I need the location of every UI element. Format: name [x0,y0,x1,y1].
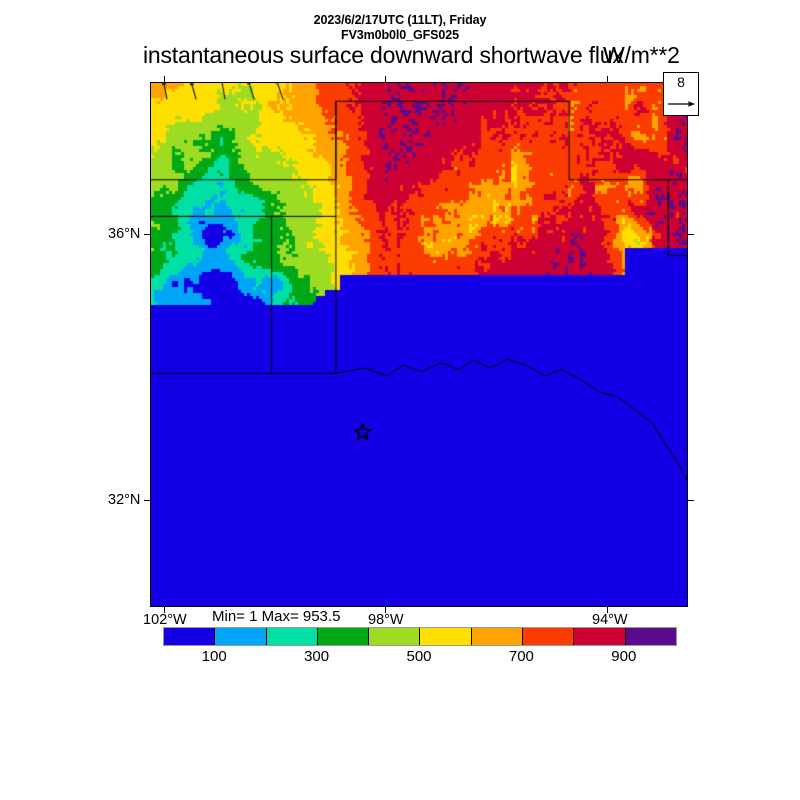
title-model-id: FV3m0b0l0_GFS025 [341,28,459,42]
colorbar-segment-purple [625,628,676,645]
title-units: W/m**2 [603,42,680,68]
colorbar-segment-crimson [574,628,626,645]
colorbar[interactable] [163,627,677,646]
axis-label-lon-98: 98°W [368,612,404,628]
colorbar-segment-orange [471,628,524,645]
shortwave-flux-heatmap [151,83,687,606]
axis-label-lon-94: 94°W [592,612,628,628]
axis-label-lat-36: 36°N [108,226,141,242]
lon-tick-94-top [607,76,608,82]
lon-tick-94 [607,607,608,613]
lon-tick-98 [385,607,386,613]
colorbar-tick-700: 700 [508,648,534,665]
colorbar-segment-light-blue [215,628,267,645]
title-timestamp: 2023/6/2/17UTC (11LT), Friday [313,13,487,27]
colorbar-segment-green [317,628,370,645]
wind-vector-legend-value: 8 [677,74,685,90]
colorbar-tick-300: 300 [304,648,330,665]
reference-vector-arrow-icon [668,101,695,107]
axis-label-lon-102: 102°W [143,612,187,628]
colorbar-segment-spring-green [266,628,318,645]
lon-tick-98-top [385,76,386,82]
min-max-readout: Min= 1 Max= 953.5 [212,608,341,625]
lat-tick-36-right [688,234,694,235]
lat-tick-32 [144,500,150,501]
colorbar-segment-yellow [420,628,472,645]
colorbar-tick-900: 900 [611,648,637,665]
colorbar-segment-yellow-green [369,628,421,645]
colorbar-segment-blue [164,628,216,645]
lat-tick-36 [144,234,150,235]
lat-tick-32-right [688,500,694,501]
map-plot-area[interactable] [150,82,688,607]
page-title: instantaneous surface downward shortwave… [143,42,624,68]
lon-tick-102 [164,607,165,613]
colorbar-tick-100: 100 [201,648,227,665]
colorbar-tick-500: 500 [406,648,432,665]
axis-label-lat-32: 32°N [108,492,141,508]
lon-tick-102-top [164,76,165,82]
wind-vector-legend: 8 [663,72,699,116]
colorbar-segment-red-orange [523,628,575,645]
